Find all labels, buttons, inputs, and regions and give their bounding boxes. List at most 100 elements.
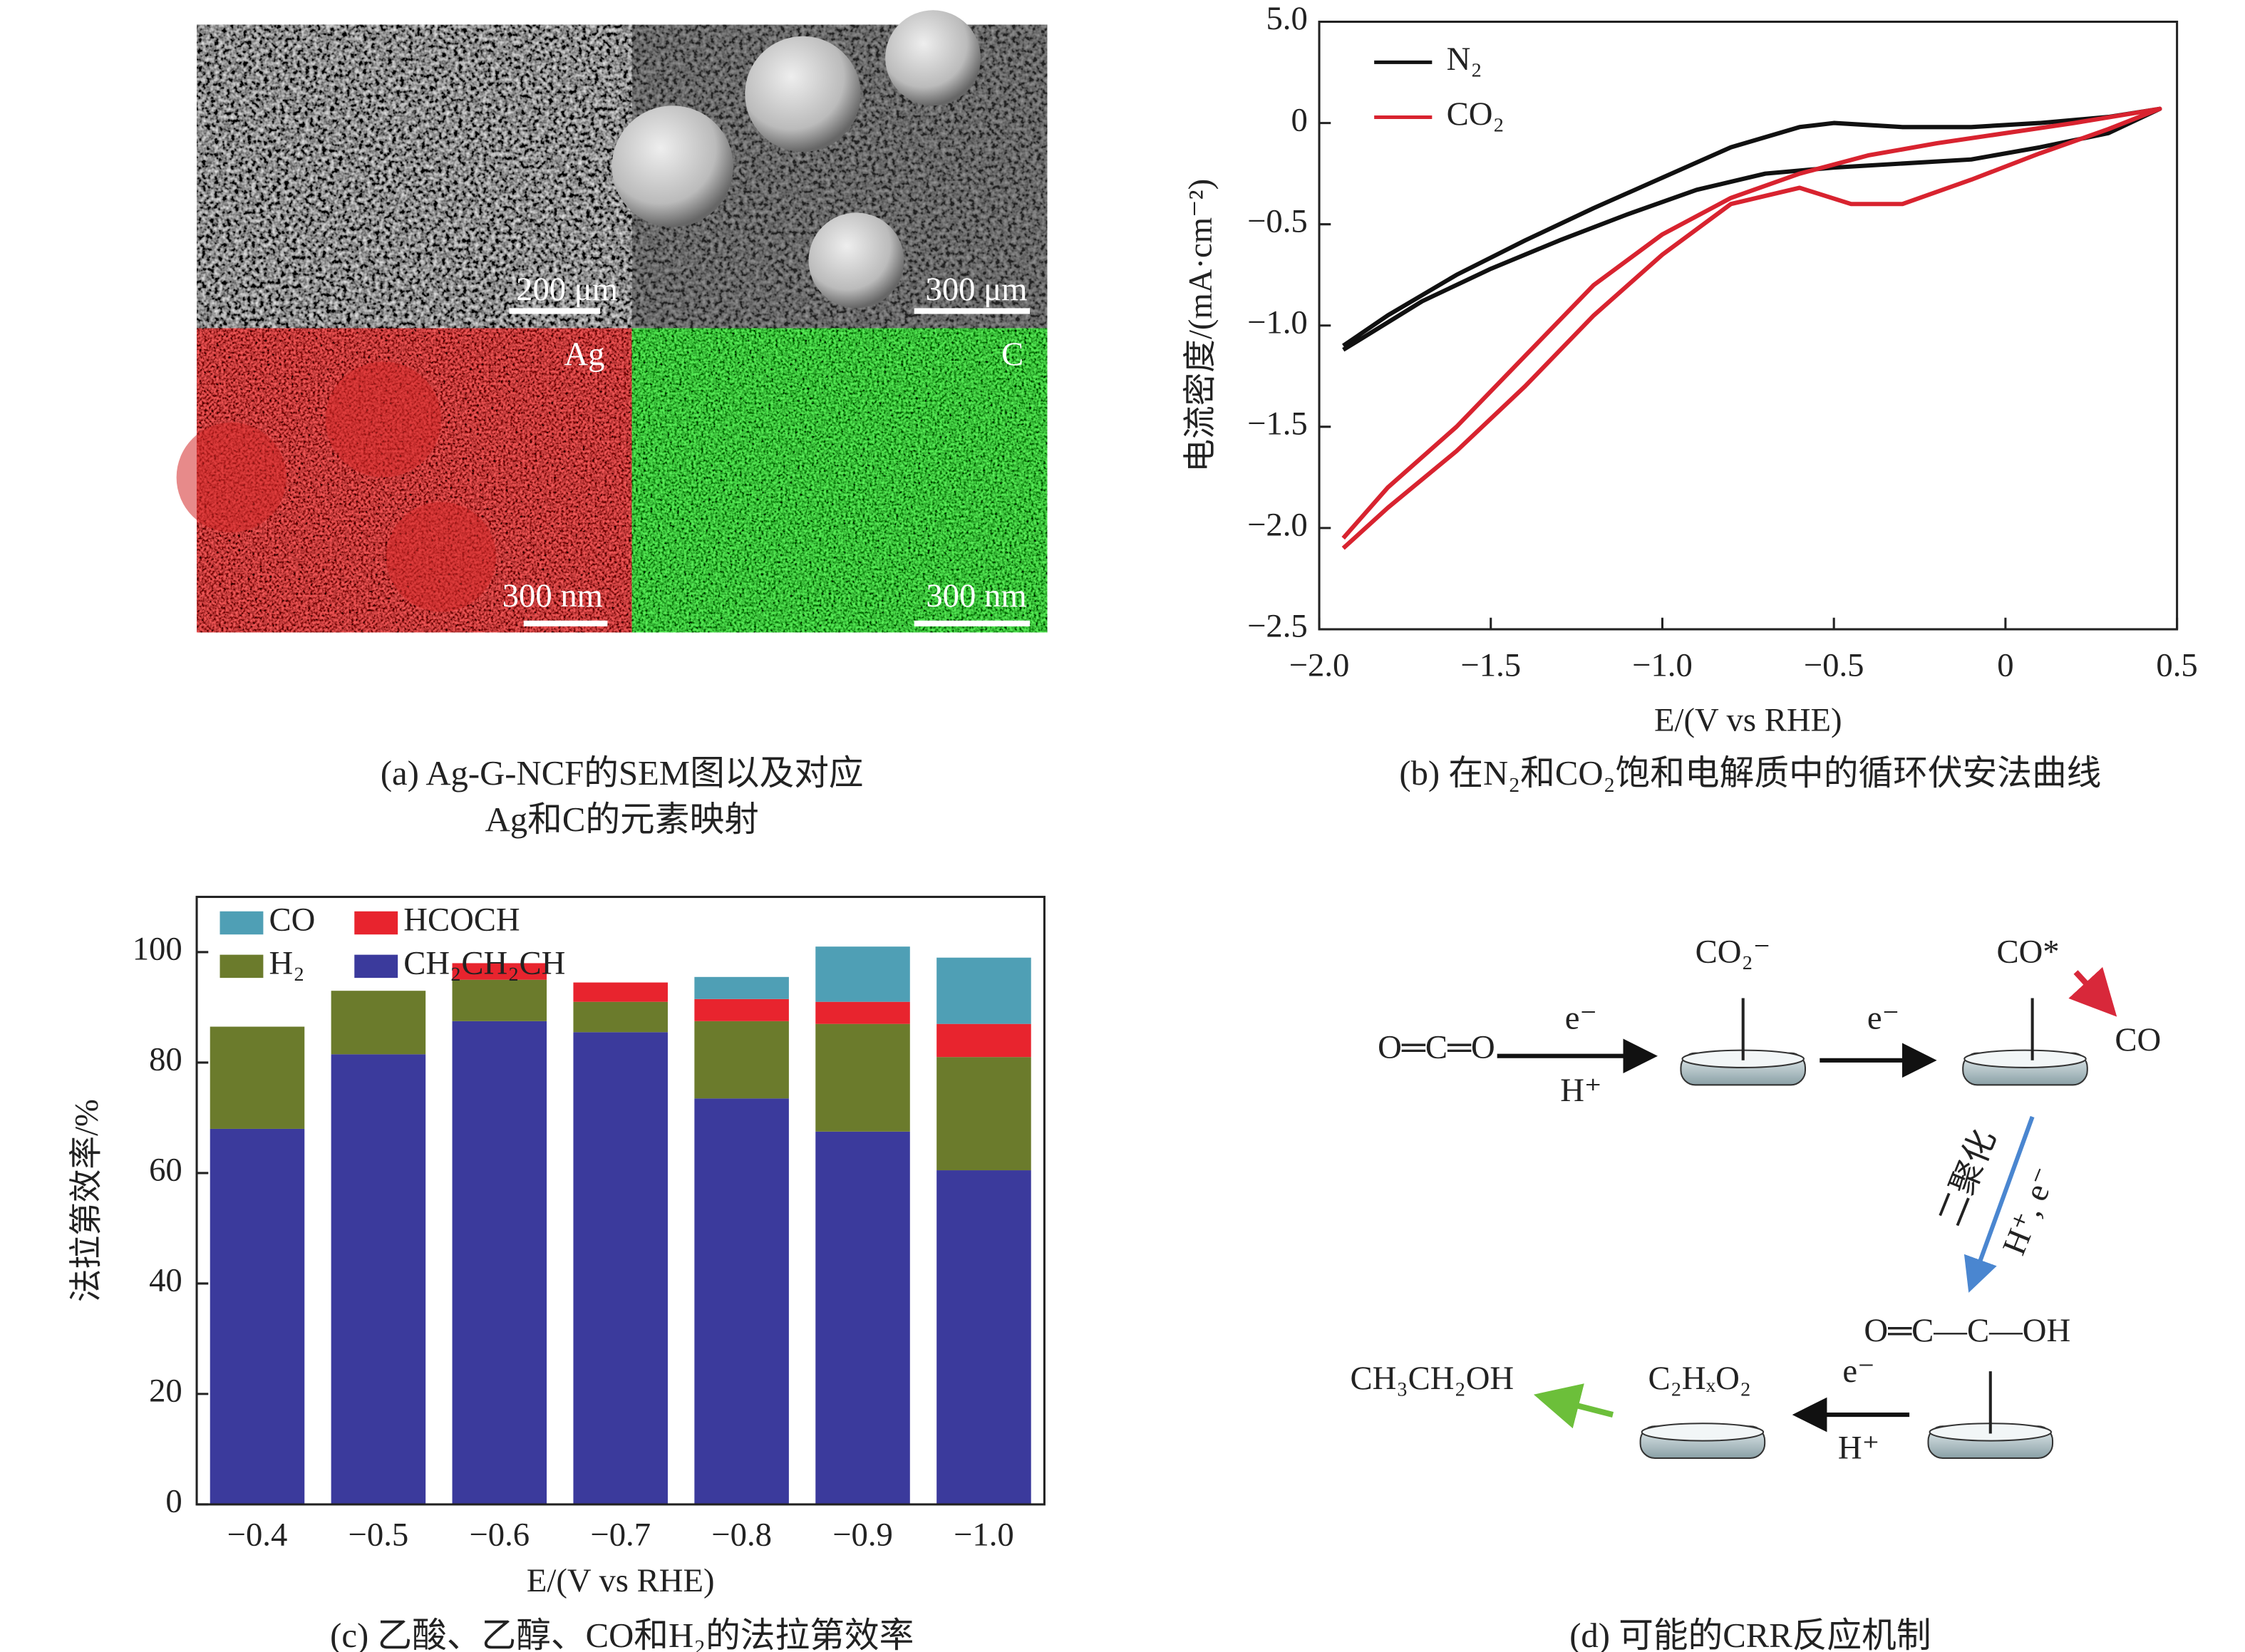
bar-segment	[815, 1023, 910, 1132]
sphere	[745, 36, 861, 153]
species: O═C—C—OH	[1864, 1312, 2070, 1349]
sem-image	[197, 24, 632, 329]
cv-curve	[1341, 106, 2162, 550]
y-tick-label: −2.5	[1247, 608, 1308, 645]
scale-label: 300 nm	[502, 577, 603, 614]
species: O═C═O	[1378, 1028, 1495, 1065]
bar-segment	[452, 979, 547, 1021]
arrow	[1533, 1383, 1614, 1429]
legend-swatch	[354, 954, 398, 979]
bar-segment	[331, 991, 426, 1055]
x-tick-label: 0	[1997, 646, 2013, 683]
plot-frame	[195, 895, 1046, 1506]
reagent: e⁻	[1565, 1000, 1597, 1037]
catalyst-disk	[1639, 1423, 1766, 1459]
species: CO₂⁻	[1696, 933, 1771, 970]
catalyst-disk	[1680, 998, 1807, 1086]
cv-curve	[1342, 106, 2162, 352]
legend-swatch	[354, 911, 398, 935]
ag-cluster	[176, 422, 287, 532]
y-tick-label: 0	[1291, 101, 1307, 138]
bar-segment	[815, 1131, 910, 1504]
y-tick-label: 20	[149, 1373, 182, 1410]
x-tick-label: −2.0	[1289, 646, 1350, 683]
caption: (b) 在N₂和CO₂饱和电解质中的循环伏安法曲线	[1399, 754, 2101, 793]
legend-label: CH₂CH₂CH	[403, 945, 565, 982]
x-tick-label: −0.4	[227, 1516, 288, 1553]
catalyst-disk	[1927, 1371, 2054, 1459]
y-tick-label: 60	[149, 1152, 182, 1189]
x-tick-label: −1.5	[1460, 646, 1521, 683]
plot-frame	[1318, 20, 2179, 631]
bar-segment	[573, 982, 668, 1002]
y-tick-label: −0.5	[1247, 202, 1308, 239]
element-label: C	[1001, 336, 1023, 373]
element-label: Ag	[564, 336, 604, 373]
x-tick-label: −0.9	[832, 1516, 893, 1553]
legend-label: N₂	[1447, 41, 1482, 78]
y-tick-label: −1.5	[1247, 406, 1308, 443]
y-tick-label: 100	[133, 931, 182, 968]
legend-label: HCOCH	[403, 902, 520, 939]
bar-segment	[936, 1023, 1031, 1058]
reagent: H⁺, e⁻	[1996, 1162, 2064, 1260]
sphere	[611, 105, 734, 227]
legend-swatch	[220, 911, 264, 935]
bar-segment	[694, 976, 789, 999]
bar-segment	[936, 1170, 1031, 1504]
y-tick-label: 0	[165, 1483, 182, 1520]
x-axis-label: E/(V vs RHE)	[1654, 702, 1842, 739]
catalyst-disk	[1962, 998, 2088, 1086]
y-tick-label: 40	[149, 1262, 182, 1299]
caption: (c) 乙酸、乙醇、CO和H₂的法拉第效率	[330, 1616, 914, 1652]
bar-segment	[694, 998, 789, 1021]
legend-label: CO₂	[1447, 95, 1505, 133]
reagent: H⁺	[1560, 1072, 1601, 1109]
arrow	[1963, 1115, 2035, 1293]
species: CO*	[1996, 933, 2059, 970]
map-c-texture	[631, 328, 1048, 633]
bar-segment	[331, 1054, 426, 1504]
x-tick-label: −0.6	[469, 1516, 530, 1553]
reagent: e⁻	[1867, 1000, 1899, 1037]
y-tick-label: −2.0	[1247, 507, 1308, 544]
y-tick-label: −1.0	[1247, 304, 1308, 341]
caption: (d) 可能的CRR反应机制	[1569, 1616, 1931, 1652]
bar-segment	[694, 1021, 789, 1099]
x-tick-label: −0.7	[590, 1516, 651, 1553]
bar-segment	[694, 1098, 789, 1504]
y-tick-label: 5.0	[1266, 0, 1307, 37]
bar-segment	[452, 963, 547, 980]
scale-label: 300 nm	[926, 577, 1026, 614]
bar-segment	[815, 946, 910, 1002]
legend-swatch	[220, 954, 264, 979]
bar-segment	[452, 1021, 547, 1504]
panel-a: 200 μm 300 μm 300 nm 300 nm Ag C (a) Ag-…	[176, 10, 1048, 839]
legend-label: H₂	[269, 945, 305, 982]
species: C₂HₓO₂	[1648, 1360, 1752, 1397]
bar-segment	[936, 1057, 1031, 1171]
bar-segment	[573, 1032, 668, 1504]
x-axis-label: E/(V vs RHE)	[527, 1562, 715, 1599]
reagent: 二聚化	[1931, 1125, 2003, 1231]
ag-cluster	[386, 502, 497, 612]
bar-segment	[210, 1026, 305, 1129]
reagent: H⁺	[1838, 1430, 1879, 1467]
caption: (a) Ag-G-NCF的SEM图以及对应	[381, 754, 864, 793]
bar-segment	[210, 1128, 305, 1504]
x-tick-label: −1.0	[954, 1516, 1014, 1553]
legend-label: CO	[269, 902, 316, 939]
ag-cluster	[325, 361, 442, 477]
scale-label: 300 μm	[925, 271, 1027, 308]
scale-label: 200 μm	[516, 271, 618, 308]
y-axis-label: 法拉第效率/%	[68, 1099, 105, 1302]
species: CO	[2115, 1021, 2161, 1058]
x-tick-label: 0.5	[2156, 646, 2197, 683]
bar-segment	[936, 957, 1031, 1024]
reagent: e⁻	[1842, 1353, 1874, 1390]
bar-segment	[815, 1001, 910, 1024]
caption: Ag和C的元素映射	[485, 800, 759, 839]
y-axis-label: 电流密度/(mA·cm⁻²)	[1182, 179, 1219, 473]
